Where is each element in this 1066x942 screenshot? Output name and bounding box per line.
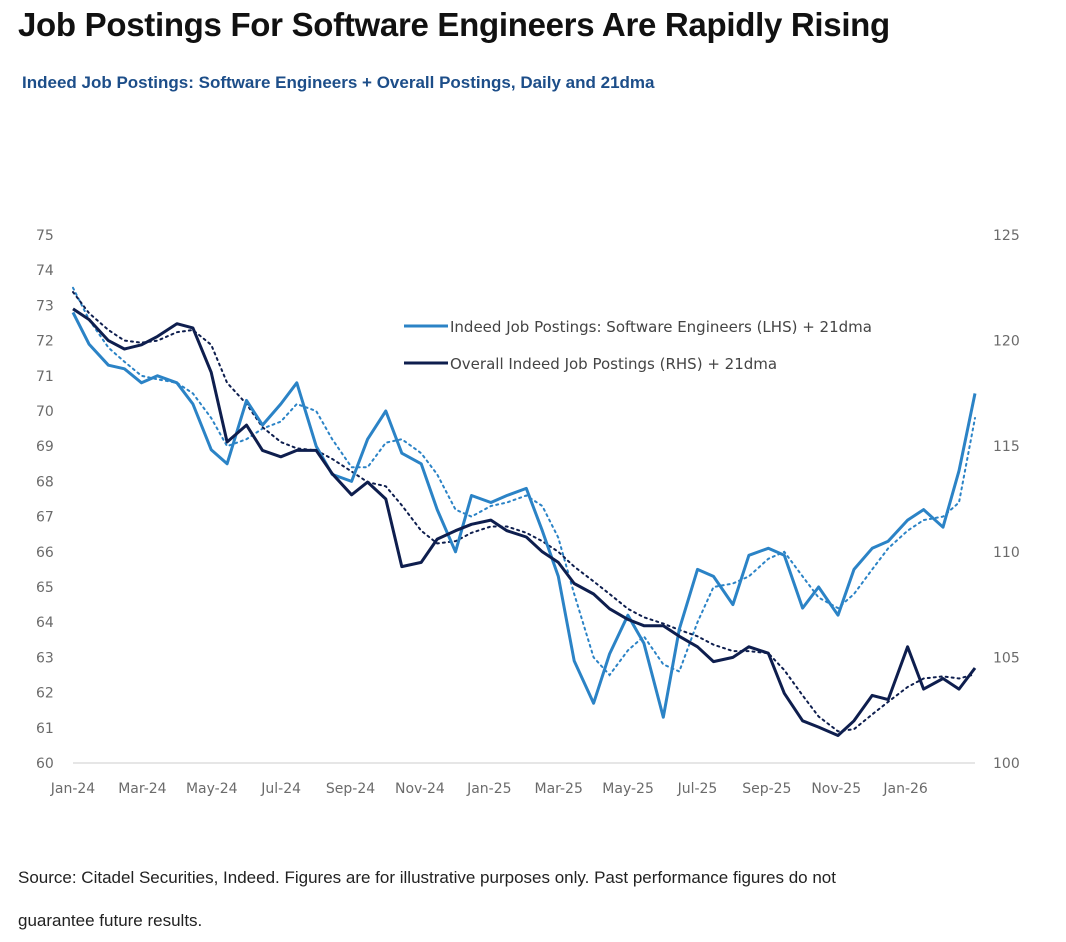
y-left-tick-label: 68 xyxy=(36,474,54,490)
x-tick-label: Mar-24 xyxy=(118,781,166,797)
x-tick-label: Mar-25 xyxy=(534,781,582,797)
y-right-tick-label: 105 xyxy=(993,650,1020,666)
x-tick-label: May-25 xyxy=(602,781,654,797)
y-right-tick-label: 125 xyxy=(993,228,1020,244)
x-tick-label: Jan-24 xyxy=(50,781,96,797)
y-left-tick-label: 70 xyxy=(36,404,54,420)
legend-label: Overall Indeed Job Postings (RHS) + 21dm… xyxy=(450,355,777,373)
x-tick-label: Nov-24 xyxy=(395,781,445,797)
y-left-tick-label: 64 xyxy=(36,615,54,631)
y-left-tick-label: 62 xyxy=(36,686,54,702)
y-left-tick-label: 73 xyxy=(36,298,54,314)
software-engineers-21dma-line xyxy=(72,286,976,677)
software-engineers-line xyxy=(71,311,977,719)
line-chart: 60 61 62 63 64 65 66 67 68 69 70 71 72 73 74 75 100 105 11… xyxy=(36,228,1020,797)
overall-postings-21dma-line xyxy=(72,291,976,733)
y-left-tick-label: 75 xyxy=(36,228,54,244)
y-left-tick-label: 60 xyxy=(36,756,54,772)
y-right-tick-label: 115 xyxy=(993,439,1020,455)
y-right-tick-label: 100 xyxy=(993,756,1020,772)
x-tick-label: Jan-26 xyxy=(882,781,928,797)
x-tick-label: Sep-25 xyxy=(742,781,791,797)
source-note: Source: Citadel Securities, Indeed. Figu… xyxy=(18,856,1018,942)
y-left-tick-label: 74 xyxy=(36,263,54,279)
chart-subtitle: Indeed Job Postings: Software Engineers … xyxy=(22,73,655,92)
y-left-tick-label: 72 xyxy=(36,334,54,350)
y-right-tick-label: 120 xyxy=(993,334,1020,350)
x-tick-label: Jul-24 xyxy=(260,781,301,797)
y-right-tick-label: 110 xyxy=(993,545,1020,561)
y-left-tick-label: 65 xyxy=(36,580,54,596)
x-tick-label: Jul-25 xyxy=(677,781,718,797)
y-left-tick-label: 63 xyxy=(36,650,54,666)
y-left-tick-label: 67 xyxy=(36,510,54,526)
x-tick-label: Nov-25 xyxy=(811,781,861,797)
y-left-tick-label: 69 xyxy=(36,439,54,455)
y-left-tick-label: 71 xyxy=(36,369,54,385)
x-tick-label: May-24 xyxy=(186,781,238,797)
x-tick-label: Jan-25 xyxy=(466,781,511,797)
source-line-1: Source: Citadel Securities, Indeed. Figu… xyxy=(18,868,836,887)
source-line-2: guarantee future results. xyxy=(18,911,203,930)
y-left-tick-label: 61 xyxy=(36,721,54,737)
legend-label: Indeed Job Postings: Software Engineers … xyxy=(450,318,872,336)
y-left-tick-label: 66 xyxy=(36,545,54,561)
overall-postings-line xyxy=(72,307,977,737)
x-tick-label: Sep-24 xyxy=(326,781,375,797)
chart-title: Job Postings For Software Engineers Are … xyxy=(18,6,890,43)
